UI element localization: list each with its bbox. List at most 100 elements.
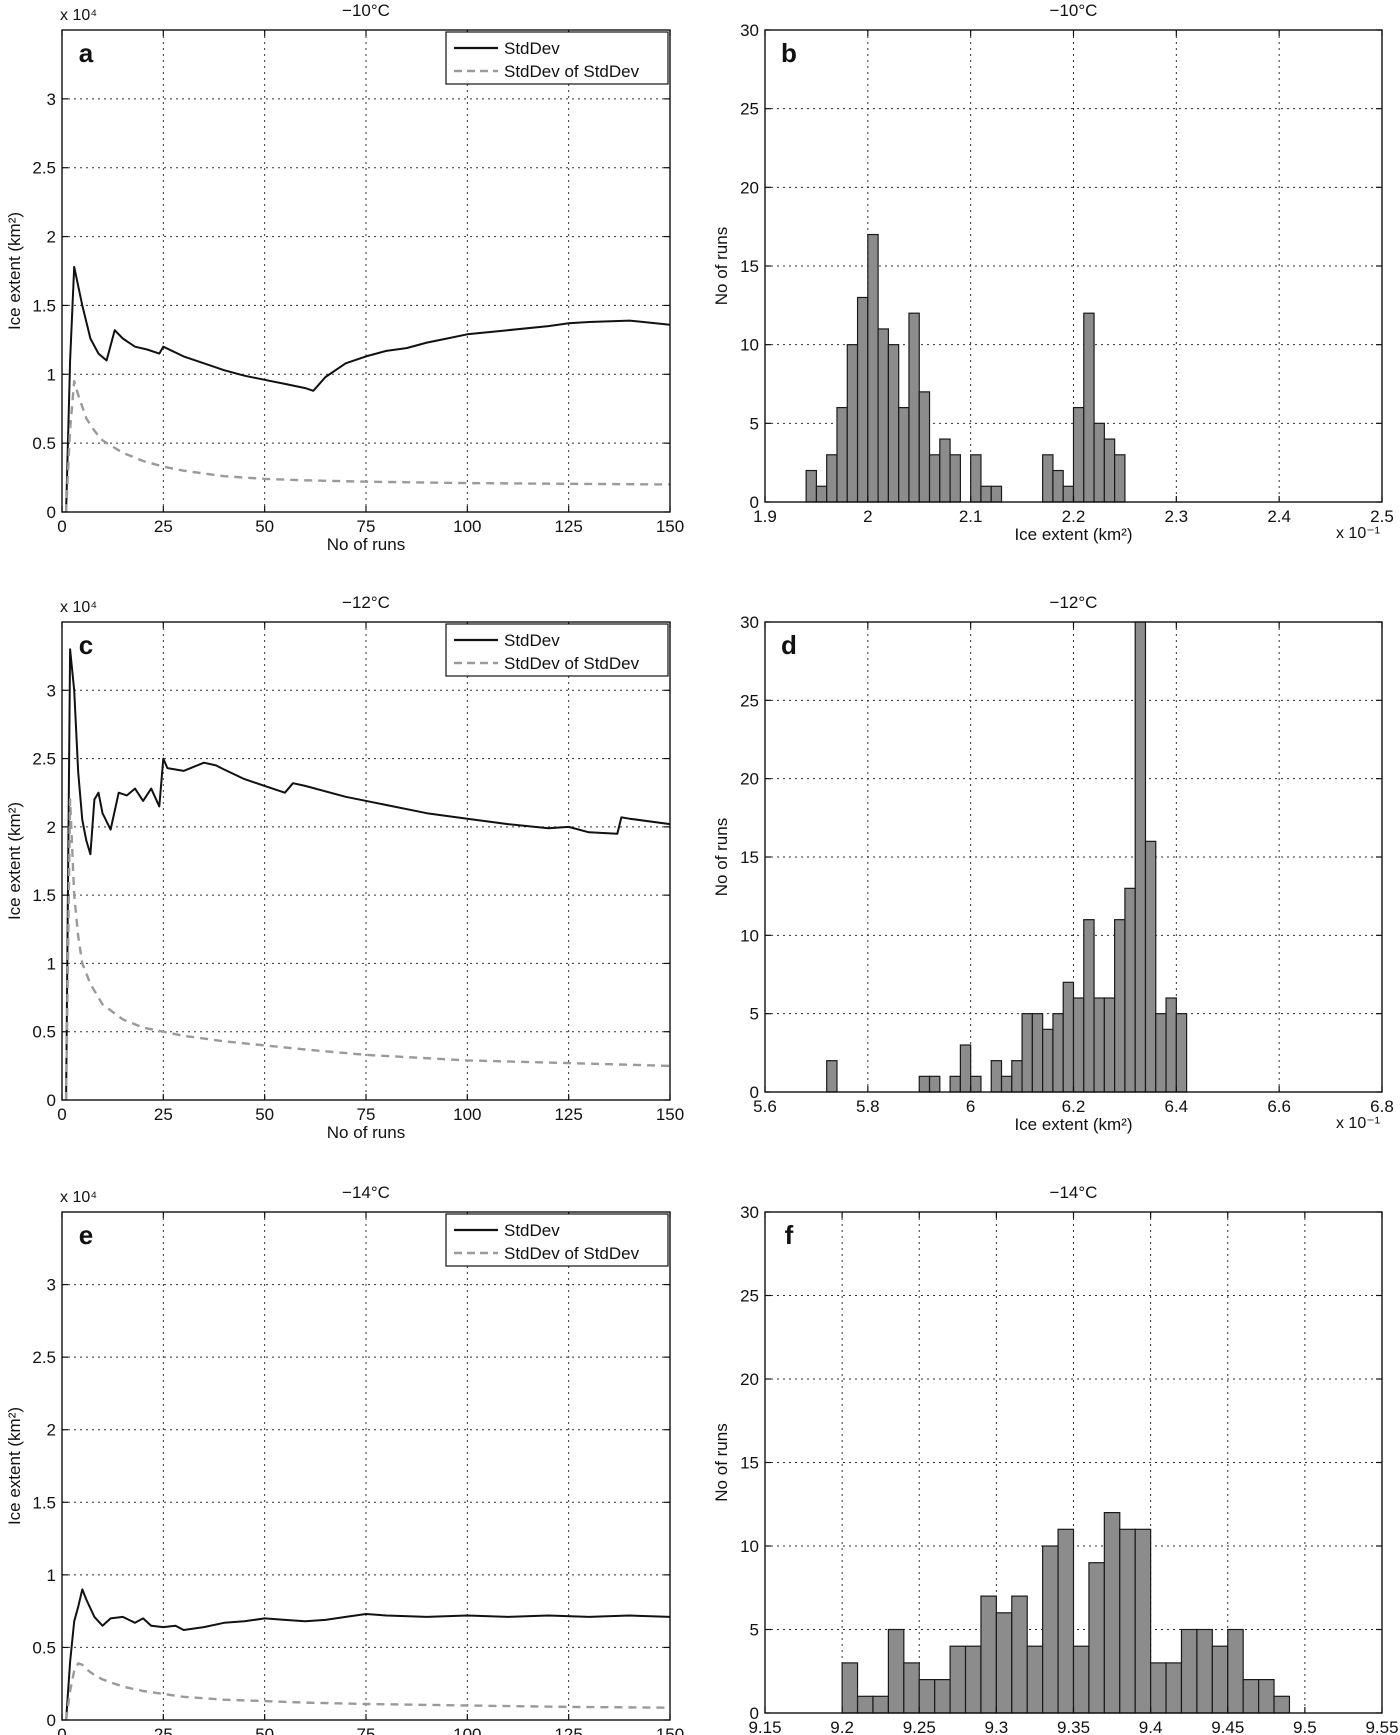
chart-title: −14°C xyxy=(342,1183,390,1202)
histogram-bar xyxy=(1103,1511,1121,1714)
histogram-bar xyxy=(990,485,1003,503)
y-tick-label: 20 xyxy=(740,1370,759,1389)
histogram-bar xyxy=(856,1695,874,1714)
histogram-bar xyxy=(970,1075,982,1093)
x-tick-label: 9.15 xyxy=(748,1718,781,1735)
histogram-bar xyxy=(1072,1645,1090,1714)
histogram-bar xyxy=(939,438,951,503)
x-exponent-label: x 10⁻¹ xyxy=(1336,525,1380,542)
y-tick-label: 1 xyxy=(47,1566,56,1585)
histogram-bar xyxy=(1052,1013,1064,1093)
histogram-bar xyxy=(1180,1628,1198,1714)
x-axis-label: Ice extent (km²) xyxy=(1014,525,1132,544)
histogram-bar xyxy=(1124,887,1136,1093)
x-tick-label: 5.6 xyxy=(753,1097,777,1116)
histogram-bar xyxy=(1114,919,1126,1093)
histogram-bar xyxy=(1242,1678,1260,1714)
x-tick-label: 125 xyxy=(554,1725,582,1735)
histogram-bar xyxy=(1062,981,1075,1093)
x-tick-label: 25 xyxy=(154,517,173,536)
chart-title: −10°C xyxy=(342,1,390,20)
x-tick-label: 9.25 xyxy=(903,1718,936,1735)
histogram-bar xyxy=(918,391,931,503)
y-tick-label: 5 xyxy=(750,414,759,433)
y-tick-label: 0 xyxy=(750,493,759,512)
y-tick-label: 0 xyxy=(750,1704,759,1723)
histogram-bar xyxy=(1042,1028,1054,1093)
histogram-bar xyxy=(908,312,920,503)
x-tick-label: 125 xyxy=(554,517,582,536)
histogram-bar xyxy=(964,1645,982,1714)
x-tick-label: 150 xyxy=(656,1725,684,1735)
series-line-stddev-of-stddev xyxy=(64,380,671,513)
histogram-bar xyxy=(1144,840,1157,1093)
histogram-bar xyxy=(826,1060,838,1093)
x-tick-label: 6.4 xyxy=(1165,1097,1189,1116)
chart-title: −14°C xyxy=(1050,1183,1098,1202)
x-tick-label: 9.5 xyxy=(1293,1718,1317,1735)
x-tick-label: 2.2 xyxy=(1062,507,1086,526)
x-tick-label: 100 xyxy=(453,517,481,536)
histogram-bar xyxy=(1000,1075,1013,1093)
y-tick-label: 10 xyxy=(740,1537,759,1556)
x-tick-label: 50 xyxy=(255,517,274,536)
x-tick-label: 75 xyxy=(357,517,376,536)
y-axis-label: Ice extent (km²) xyxy=(5,1407,24,1525)
y-tick-label: 25 xyxy=(740,691,759,710)
x-axis-label: No of runs xyxy=(327,1123,405,1142)
series-line-stddev-of-stddev xyxy=(64,798,671,1101)
histogram-bar xyxy=(949,454,961,503)
histogram-bar xyxy=(995,1612,1013,1714)
legend: StdDev StdDev of StdDev xyxy=(445,1213,669,1267)
histogram-bar xyxy=(949,1645,967,1714)
x-tick-label: 6.6 xyxy=(1267,1097,1291,1116)
y-axis-label: No of runs xyxy=(712,227,731,305)
histogram-bar xyxy=(928,1075,941,1093)
y-tick-label: 25 xyxy=(740,100,759,119)
y-tick-label: 3 xyxy=(47,681,56,700)
series-line-stddev xyxy=(65,648,671,1101)
histogram-bar xyxy=(918,1678,936,1714)
x-tick-label: 5.8 xyxy=(856,1097,880,1116)
histogram-bar xyxy=(805,469,818,503)
histogram-bar xyxy=(867,233,879,503)
histogram-bar xyxy=(898,407,910,503)
x-tick-label: 9.4 xyxy=(1139,1718,1163,1735)
histogram-bar xyxy=(1257,1678,1275,1714)
legend-label: StdDev xyxy=(504,39,560,58)
histogram-bar xyxy=(928,454,941,503)
x-tick-label: 1.9 xyxy=(753,507,777,526)
histogram-bar xyxy=(949,1075,961,1093)
x-tick-label: 9.45 xyxy=(1211,1718,1244,1735)
histogram-bar xyxy=(872,1695,889,1714)
histogram-bar xyxy=(1021,1013,1033,1093)
y-tick-label: 1.5 xyxy=(32,1493,56,1512)
x-tick-label: 0 xyxy=(57,1105,66,1124)
histogram-bar xyxy=(1103,438,1116,503)
y-tick-label: 15 xyxy=(740,1454,759,1473)
x-tick-label: 2.5 xyxy=(1370,507,1394,526)
histogram-bar xyxy=(1165,997,1177,1093)
panel-letter: c xyxy=(79,630,93,660)
y-tick-label: 2.5 xyxy=(32,750,56,769)
histogram-bar xyxy=(1114,454,1126,503)
y-tick-label: 2.5 xyxy=(32,1348,56,1367)
histogram-bar xyxy=(1093,422,1105,503)
y-tick-label: 30 xyxy=(740,21,759,40)
y-exponent-label: x 10⁴ xyxy=(60,599,97,616)
y-tick-label: 1 xyxy=(47,365,56,384)
histogram-bar xyxy=(887,1628,905,1714)
x-tick-label: 2.1 xyxy=(959,507,983,526)
y-tick-label: 0.5 xyxy=(32,1023,56,1042)
panel-a: 0 25 50 75 100 125 150 0 0.5 1 1.5 2 2.5 3 −10°C No of … xyxy=(5,1,684,554)
histogram-bar xyxy=(1150,1662,1167,1714)
y-tick-label: 2 xyxy=(47,228,56,247)
x-tick-label: 125 xyxy=(554,1105,582,1124)
y-tick-label: 5 xyxy=(750,1621,759,1640)
x-tick-label: 2 xyxy=(863,507,872,526)
y-tick-label: 25 xyxy=(740,1287,759,1306)
y-tick-label: 30 xyxy=(740,1203,759,1222)
chart-title: −10°C xyxy=(1050,1,1098,20)
series-line-stddev-of-stddev xyxy=(64,1662,671,1721)
